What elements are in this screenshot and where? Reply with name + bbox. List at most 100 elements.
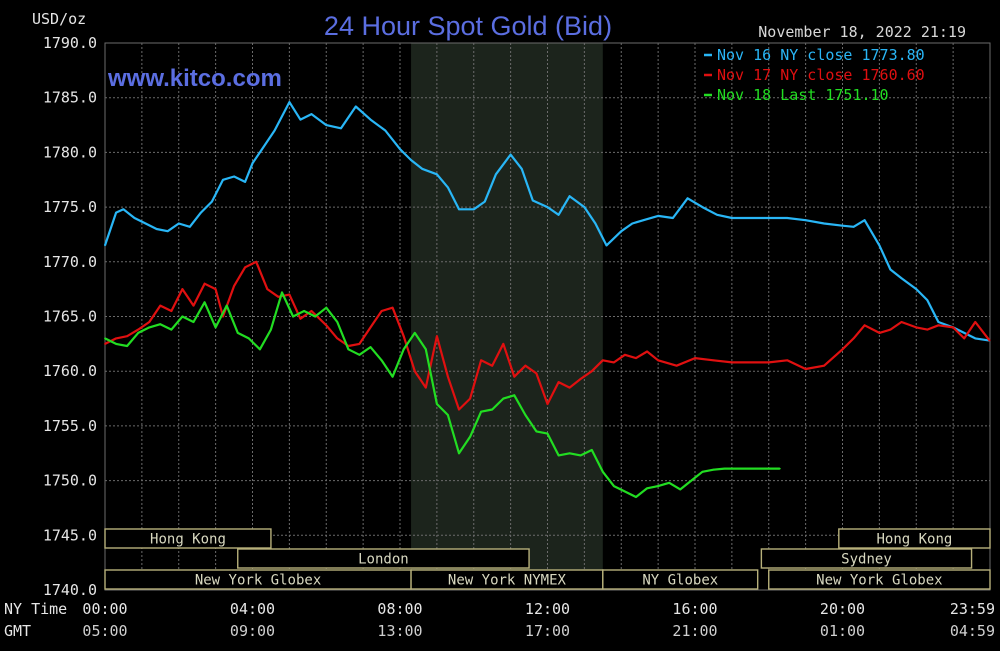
market-session-box: [237, 548, 530, 569]
series-2-point: [557, 381, 560, 383]
series-1-point: [672, 217, 674, 219]
series-2-point: [447, 375, 449, 378]
series-2-point: [937, 324, 940, 327]
market-session-box: [104, 528, 272, 549]
series-2-point: [974, 321, 977, 323]
series-2-point: [601, 359, 604, 362]
series-2-point: [767, 361, 770, 364]
series-2-point: [266, 288, 269, 290]
series-2-point: [458, 408, 460, 411]
series-1-point: [421, 167, 423, 170]
series-2-point: [214, 288, 217, 290]
series-2-point: [841, 348, 844, 351]
series-3-point: [679, 488, 682, 491]
series-2-point: [513, 375, 516, 378]
series-3-point: [436, 403, 438, 405]
x-tick-label: 01:00: [820, 622, 865, 640]
series-1-point: [369, 118, 372, 121]
series-2-point: [170, 310, 173, 312]
series-2-point: [126, 335, 128, 338]
series-2-point: [192, 304, 195, 307]
series-2-point: [413, 370, 416, 373]
series-1-point: [177, 222, 180, 225]
legend-entry: Nov 18 Last 1751.10: [717, 86, 889, 104]
market-session-box: [768, 569, 991, 590]
series-2-point: [952, 326, 954, 329]
series-3-point: [579, 454, 582, 457]
series-line-3: [104, 291, 780, 499]
series-line-1: [103, 101, 990, 342]
x-axis-row-label: GMT: [4, 622, 31, 640]
series-3-point: [358, 353, 361, 356]
series-2-point: [749, 361, 752, 364]
series-1-point: [384, 129, 387, 132]
series-1-point: [325, 124, 328, 126]
series-1-point: [852, 225, 855, 228]
series-1-point: [749, 217, 752, 219]
series-1-point: [155, 228, 158, 230]
series-3-point: [236, 332, 239, 334]
series-1-point: [244, 181, 247, 183]
series-3-point: [491, 408, 494, 411]
series-3-point: [601, 470, 604, 473]
series-1-point: [436, 173, 438, 176]
series-2-point: [469, 397, 471, 400]
series-1-point: [410, 159, 412, 162]
series-1-point: [657, 215, 659, 217]
y-tick-label: 1750.0: [43, 472, 97, 490]
y-axis-label: USD/oz: [32, 10, 86, 28]
series-2-point: [568, 386, 571, 389]
market-session-box: [838, 528, 991, 549]
series-3-point: [259, 348, 261, 351]
series-3-point: [126, 345, 128, 347]
series-2-point: [288, 293, 291, 296]
series-1-point: [531, 199, 534, 202]
series-3-point: [137, 332, 140, 334]
series-2-point: [391, 306, 394, 309]
series-1-point: [974, 337, 977, 340]
series-1-point: [686, 197, 689, 200]
series-1-point: [447, 186, 449, 189]
series-2-point: [299, 317, 302, 320]
series-1-point: [583, 206, 586, 209]
series-2-point: [244, 266, 247, 269]
series-3-point: [369, 346, 372, 348]
series-1-point: [472, 208, 475, 211]
series-3-point: [314, 315, 317, 318]
series-2-point: [380, 310, 383, 312]
series-2-point: [255, 260, 258, 263]
series-1-point: [786, 217, 789, 219]
series-3-point: [646, 487, 648, 490]
series-1-point: [605, 244, 608, 247]
market-session-box: [602, 569, 759, 590]
series-3-point: [170, 328, 173, 331]
series-2-point: [635, 357, 637, 359]
series-2-point: [336, 337, 339, 340]
series-1-point: [262, 146, 265, 148]
series-1-point: [340, 127, 342, 130]
series-1-point: [483, 200, 486, 203]
series-1-point: [458, 208, 460, 211]
series-3-point: [203, 301, 206, 304]
series-2-point: [546, 403, 549, 405]
series-1-point: [731, 217, 733, 219]
series-1-point: [878, 244, 881, 247]
market-session-label: New York NYMEX: [448, 573, 567, 589]
series-2-point: [731, 361, 733, 364]
series-1-point: [915, 288, 918, 290]
x-tick-label: 17:00: [525, 622, 570, 640]
series-1-point: [889, 268, 892, 271]
x-tick-label: 23:59: [950, 600, 995, 618]
series-1-point: [144, 222, 147, 225]
series-2-point: [310, 310, 313, 312]
series-1-point: [546, 206, 549, 209]
series-2-point: [786, 359, 789, 362]
series-1-point: [900, 277, 903, 280]
series-2-point: [181, 288, 184, 290]
series-3-point: [546, 432, 549, 435]
series-2-point: [657, 359, 659, 362]
series-1-point: [716, 213, 718, 216]
series-3-point: [159, 323, 162, 326]
series-1-point: [211, 200, 213, 203]
